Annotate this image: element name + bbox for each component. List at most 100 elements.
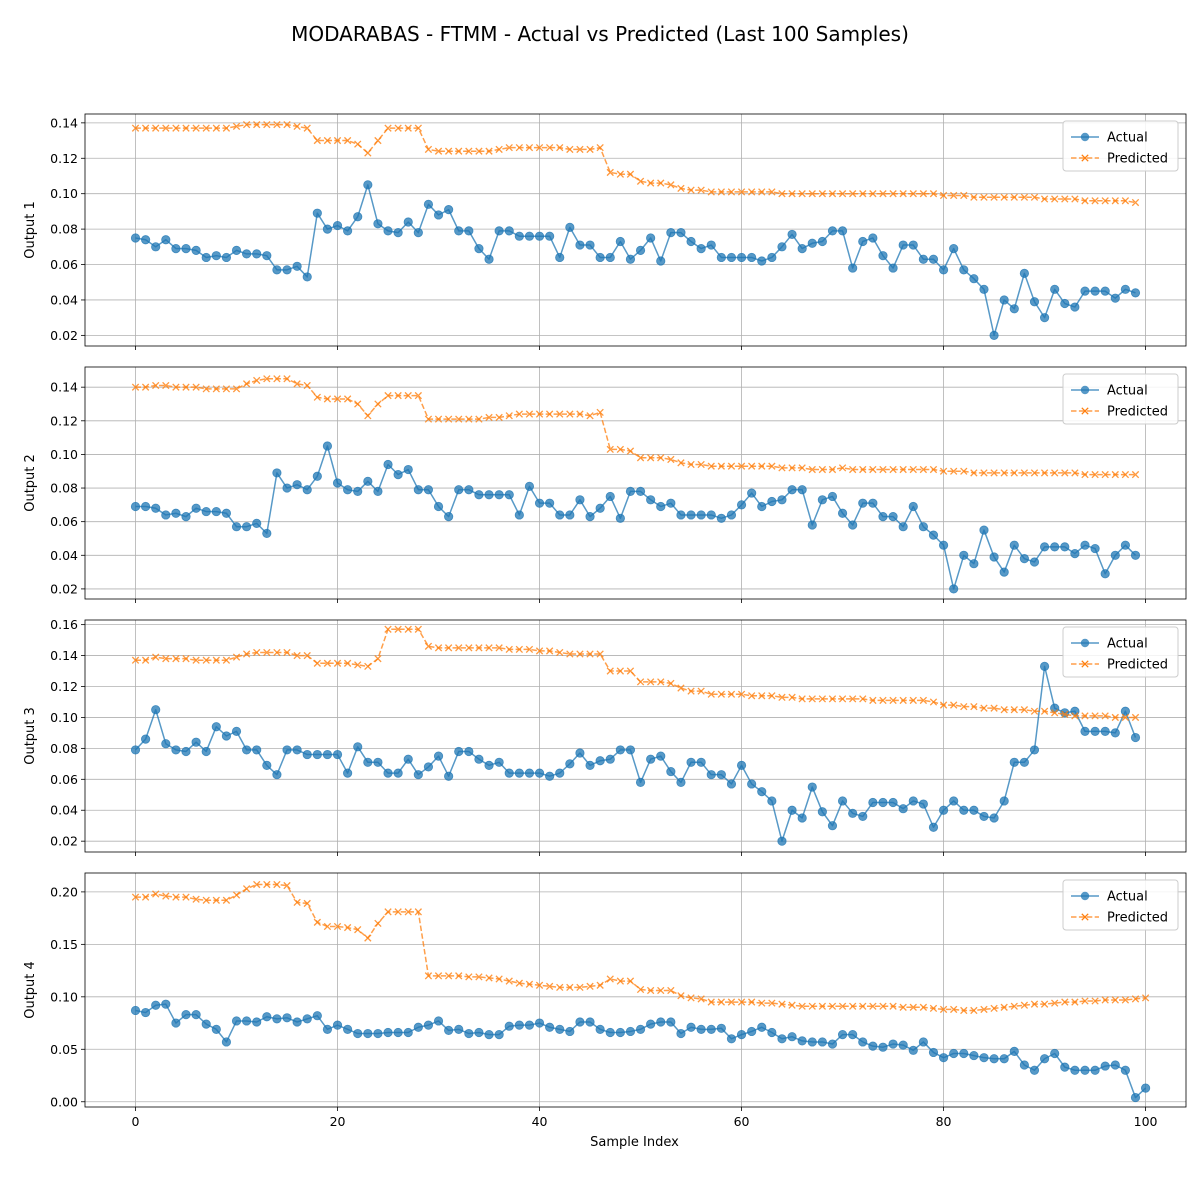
data-point [514,768,524,778]
data-point [848,263,858,273]
data-point [272,1014,282,1024]
data-point [505,977,513,985]
data-point [656,1017,666,1027]
data-point [849,695,857,703]
data-point [1050,1048,1060,1059]
data-point [1131,470,1140,479]
data-point [736,252,747,263]
data-point [343,659,352,667]
y-tick-label: 0.14 [50,380,78,395]
data-point [181,1010,191,1020]
data-point [595,503,605,513]
data-point [908,240,918,250]
data-point [1071,195,1079,203]
data-point [454,226,464,236]
data-point [383,768,393,778]
data-point [514,510,524,520]
series-predicted [131,375,1140,479]
data-point [960,191,968,200]
data-point [1141,994,1150,1002]
data-point [353,212,363,222]
data-point [768,462,776,470]
data-point [817,807,827,817]
data-point [898,522,908,532]
data-point [737,188,746,196]
data-point [292,261,302,271]
data-point [625,1026,636,1037]
series-line-predicted [135,883,1146,1012]
data-point [292,1017,302,1027]
data-point [808,465,816,474]
data-point [1061,710,1069,719]
data-point [1051,999,1059,1007]
data-point [253,120,261,129]
data-point [1000,469,1008,477]
data-point [768,999,776,1007]
legend-marker [1081,407,1089,415]
data-point [818,465,827,474]
legend-label: Predicted [1107,152,1168,167]
data-point [1040,195,1049,203]
data-point [768,692,776,700]
data-point [253,880,261,889]
data-point [616,445,625,454]
data-point [1070,549,1080,559]
data-point [162,892,170,900]
data-point [716,513,726,523]
data-point [313,659,321,667]
data-point [726,779,737,789]
series-line-predicted [135,628,1136,719]
data-point [767,1027,777,1038]
data-point [979,284,989,294]
data-point [465,147,473,155]
x-tick-label: 0 [132,1114,140,1129]
data-point [1081,712,1089,720]
data-point [484,254,494,264]
data-point [1130,550,1141,560]
data-point [202,385,210,393]
data-point [797,485,807,495]
data-point [423,762,434,772]
series-predicted [131,625,1140,722]
data-point [404,908,412,916]
data-point [444,771,454,781]
data-point [202,124,210,132]
data-point [748,188,756,196]
data-point [919,465,928,474]
data-point [1110,293,1120,303]
data-point [524,768,535,778]
data-point [828,190,837,198]
data-point [232,122,241,131]
data-point [242,885,251,893]
data-point [1039,542,1050,552]
subplot-2: 0.02 0.04 0.06 0.08 0.10 0.12 0.14 Output 2 Actu… [23,366,1187,603]
data-point [374,400,382,408]
data-point [747,1026,757,1037]
data-point [332,220,343,231]
data-point [1100,569,1110,579]
data-point [899,696,907,705]
data-point [444,415,453,423]
data-point [879,696,887,705]
data-point [434,147,443,155]
data-point [1130,732,1141,743]
data-point [283,881,291,890]
data-point [737,462,746,470]
data-point [1029,297,1040,307]
data-point [201,746,211,757]
data-point [212,124,220,132]
data-point [343,136,352,145]
data-point [858,811,868,822]
data-point [1090,543,1100,554]
data-point [586,650,594,658]
data-point [495,413,503,422]
data-point [939,191,948,200]
data-point [808,695,816,703]
data-point [181,243,191,254]
legend-marker [1080,638,1090,648]
data-point [686,757,696,767]
data-point [383,459,393,470]
data-point [253,648,261,657]
data-point [191,503,201,513]
data-point [131,656,140,664]
